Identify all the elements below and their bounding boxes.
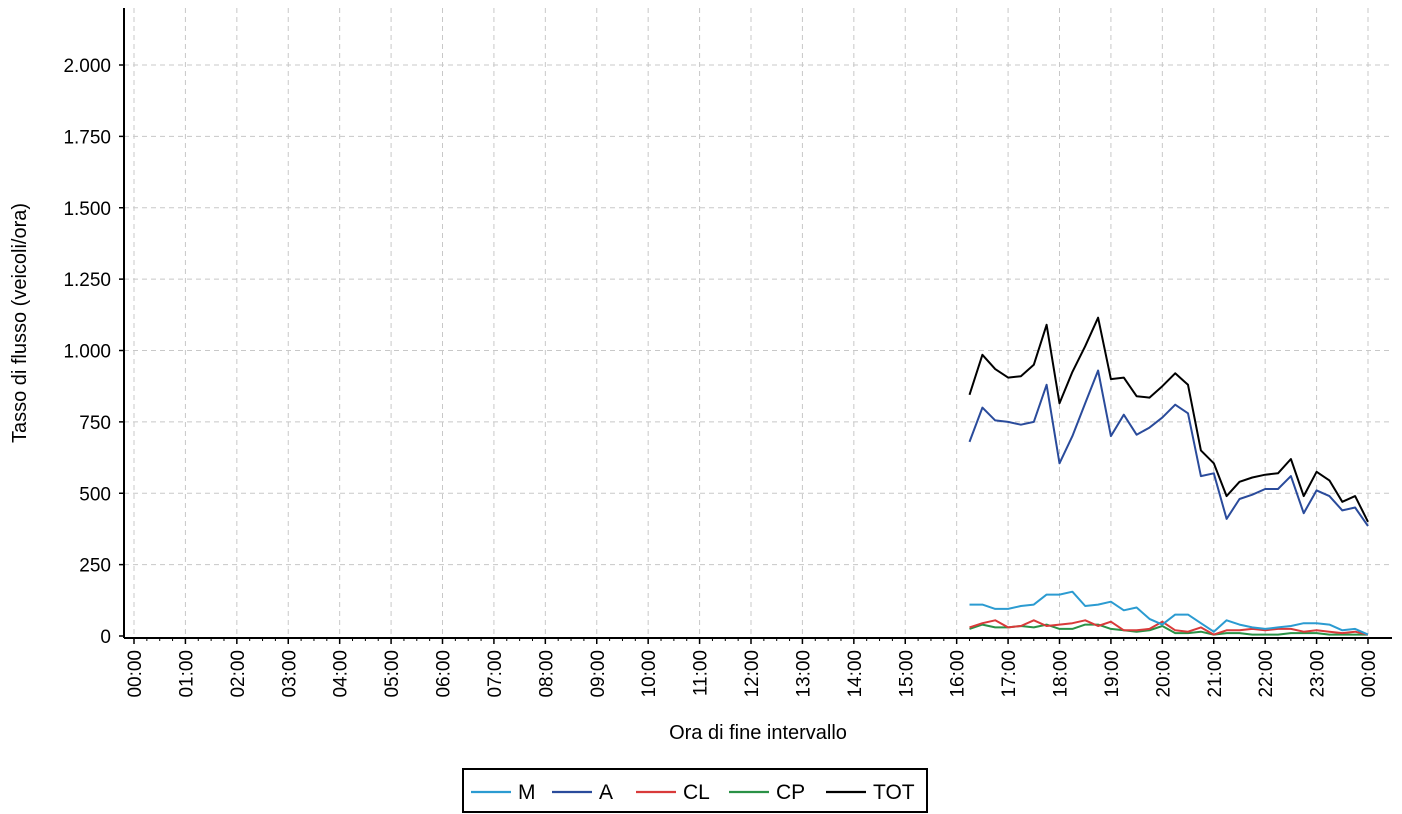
series-line-cp	[969, 623, 1368, 636]
legend-box	[462, 768, 928, 813]
y-tick-label: 1.250	[63, 270, 111, 291]
y-tick-label: 250	[79, 556, 111, 577]
x-tick-label: 12:00	[742, 650, 763, 698]
x-tick-label: 10:00	[639, 650, 660, 698]
legend: M A CL CP TOT	[462, 768, 928, 813]
y-tick-label: 1.750	[63, 127, 111, 148]
axes	[123, 8, 1392, 639]
x-tick-label: 14:00	[845, 650, 866, 698]
series-line-cl	[969, 619, 1369, 636]
x-tick-label: 04:00	[331, 650, 352, 698]
legend-label-cp: CP	[776, 781, 805, 804]
grid	[124, 8, 1392, 638]
x-tick-label: 21:00	[1205, 650, 1226, 698]
y-ticks: 0 250 500 750 1.000 1.250 1.500 1.750 2.000	[63, 56, 124, 648]
legend-label-m: M	[518, 781, 536, 804]
x-tick-label: 03:00	[279, 650, 300, 698]
x-tick-label: 20:00	[1153, 650, 1174, 698]
y-tick-label: 0	[100, 627, 111, 648]
legend-label-cl: CL	[683, 781, 710, 804]
x-tick-label: 22:00	[1256, 650, 1277, 698]
y-tick-label: 1.000	[63, 342, 111, 363]
x-tick-label: 00:00	[1359, 650, 1380, 698]
x-tick-label: 00:00	[125, 650, 146, 698]
series-layer	[968, 316, 1369, 636]
x-tick-label: 23:00	[1308, 650, 1329, 698]
y-tick-label: 500	[79, 484, 111, 505]
series-line-tot	[968, 316, 1369, 523]
x-tick-label: 15:00	[896, 650, 917, 698]
x-tick-label: 19:00	[1102, 650, 1123, 698]
x-tick-label: 07:00	[485, 650, 506, 698]
y-tick-label: 750	[79, 413, 111, 434]
x-tick-label: 09:00	[588, 650, 609, 698]
y-tick-label: 1.500	[63, 199, 111, 220]
x-ticks: 00:00 01:00 02:00 03:00 04:00 05:00 06:00 07:00…	[125, 638, 1380, 698]
x-tick-label: 02:00	[228, 650, 249, 698]
x-tick-label: 06:00	[434, 650, 455, 698]
series-line-a	[968, 369, 1369, 527]
series-line-m	[969, 590, 1369, 636]
x-tick-label: 17:00	[999, 650, 1020, 698]
legend-label-tot: TOT	[873, 781, 915, 804]
x-axis-title: Ora di fine intervallo	[669, 722, 847, 744]
x-tick-label: 16:00	[948, 650, 969, 698]
x-tick-label: 13:00	[793, 650, 814, 698]
x-tick-label: 08:00	[536, 650, 557, 698]
x-tick-label: 05:00	[382, 650, 403, 698]
legend-label-a: A	[599, 781, 613, 804]
x-tick-label: 11:00	[691, 650, 712, 696]
y-axis-title: Tasso di flusso (veicoli/ora)	[9, 203, 31, 443]
x-tick-label: 01:00	[176, 650, 197, 698]
x-tick-label: 18:00	[1051, 650, 1072, 698]
y-tick-label: 2.000	[63, 56, 111, 77]
